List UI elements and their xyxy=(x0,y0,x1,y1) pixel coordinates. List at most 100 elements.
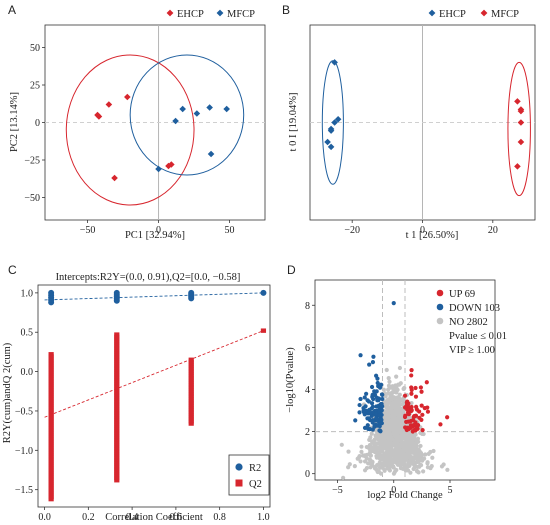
q2-point xyxy=(114,368,120,373)
not-significant-point xyxy=(418,462,424,468)
upregulated-point xyxy=(413,385,418,391)
q2-point xyxy=(114,348,120,353)
x-tick-label: −50 xyxy=(80,225,96,236)
not-significant-point xyxy=(418,443,423,449)
downregulated-point xyxy=(364,391,369,396)
data-point-mfcp xyxy=(223,105,230,113)
data-point-ehcp xyxy=(331,59,338,66)
legend-marker-mfcp xyxy=(216,9,224,17)
r2-point xyxy=(113,289,120,296)
q2-point xyxy=(114,475,120,481)
q2-point xyxy=(114,366,120,371)
upregulated-point xyxy=(402,405,408,410)
upregulated-point xyxy=(425,409,431,414)
q2-point xyxy=(48,490,54,495)
q2-point xyxy=(114,359,120,364)
x-axis-label: log2 Fold Change xyxy=(367,490,443,501)
q2-point xyxy=(114,415,120,420)
not-significant-point xyxy=(389,402,395,407)
not-significant-point xyxy=(431,448,436,454)
q2-point xyxy=(48,352,54,357)
q2-point xyxy=(48,425,54,431)
not-significant-point xyxy=(441,462,446,467)
legend-marker-no xyxy=(436,317,444,325)
q2-point xyxy=(48,401,54,406)
downregulated-point xyxy=(375,398,380,403)
q2-point xyxy=(114,341,120,346)
not-significant-point xyxy=(368,435,373,440)
upregulated-point xyxy=(406,426,411,432)
q2-point xyxy=(48,412,54,417)
q2-point xyxy=(48,441,54,446)
data-point-ehcp xyxy=(331,119,338,126)
not-significant-point xyxy=(371,440,376,445)
q2-point xyxy=(114,451,120,456)
panel-d-legend: UP 69 DOWN 103 NO 2802 Pvalue ≤ 0.01 VIP… xyxy=(436,289,507,356)
not-significant-point xyxy=(347,462,352,467)
downregulated-point xyxy=(370,420,375,425)
q2-point xyxy=(48,365,54,370)
x-tick-label: 20 xyxy=(488,225,498,236)
not-significant-point xyxy=(413,447,419,452)
q2-point xyxy=(114,377,120,382)
q2-point xyxy=(114,444,120,449)
data-point-ehcp xyxy=(327,127,335,134)
q2-point xyxy=(48,407,54,413)
q2-point xyxy=(48,481,54,486)
not-significant-point xyxy=(341,475,346,480)
data-point-mfcp xyxy=(207,150,215,158)
q2-point xyxy=(188,389,194,394)
q2-point xyxy=(114,381,120,387)
legend-label-ehcp: EHCP xyxy=(177,9,204,20)
downregulated-point xyxy=(369,401,375,406)
not-significant-point xyxy=(387,464,393,470)
q2-point xyxy=(188,368,194,374)
r2-trend-line xyxy=(44,292,264,301)
data-point-mfcp xyxy=(514,98,521,105)
not-significant-point xyxy=(398,381,403,386)
q2-point xyxy=(48,372,54,377)
q2-point xyxy=(114,408,120,413)
x-tick-label: −20 xyxy=(344,225,360,236)
legend-label-mfcp: MFCP xyxy=(491,9,519,20)
not-significant-point xyxy=(392,440,397,445)
x-tick-label: 5 xyxy=(448,485,453,496)
q2-point xyxy=(188,364,194,369)
downregulated-point xyxy=(367,407,372,412)
y-tick-label: 6 xyxy=(305,343,310,354)
not-significant-point xyxy=(398,465,403,471)
not-significant-point xyxy=(398,442,403,447)
q2-point xyxy=(114,466,120,472)
q2-point xyxy=(48,452,54,457)
downregulated-point xyxy=(362,412,367,417)
y-axis-label: R2Y(cum)andQ 2(cum) xyxy=(2,342,13,443)
q2-point xyxy=(48,436,54,442)
q2-point xyxy=(114,455,120,461)
legend-marker-q2 xyxy=(235,479,243,487)
upregulated-point xyxy=(419,403,424,408)
not-significant-point xyxy=(394,374,399,379)
not-significant-point xyxy=(389,397,394,402)
not-significant-point xyxy=(377,450,382,455)
q2-point xyxy=(48,418,54,424)
legend-label-r2: R2 xyxy=(249,463,261,474)
upregulated-point xyxy=(412,427,417,432)
q2-point xyxy=(188,414,194,419)
q2-point xyxy=(48,385,54,390)
legend-label-ehcp: EHCP xyxy=(439,9,466,20)
not-significant-point xyxy=(339,442,344,447)
not-significant-point xyxy=(362,453,368,458)
q2-point xyxy=(114,372,120,378)
downregulated-point xyxy=(362,395,367,400)
panel-label-c: C xyxy=(8,263,17,277)
x-tick-label: 50 xyxy=(225,225,235,236)
panel-d-volcano-plot: −5 0 5 0 2 4 6 8 UP 69 DOWN 103 NO 2802 Pvalue … xyxy=(285,279,507,501)
data-point-mfcp xyxy=(517,138,525,146)
q2-point xyxy=(48,367,54,373)
y-tick-label: −1.5 xyxy=(15,485,33,496)
y-tick-label: 2 xyxy=(305,427,310,438)
r2-point xyxy=(260,289,267,296)
upregulated-point xyxy=(419,417,424,422)
q2-point xyxy=(48,488,54,493)
upregulated-point xyxy=(438,422,443,427)
